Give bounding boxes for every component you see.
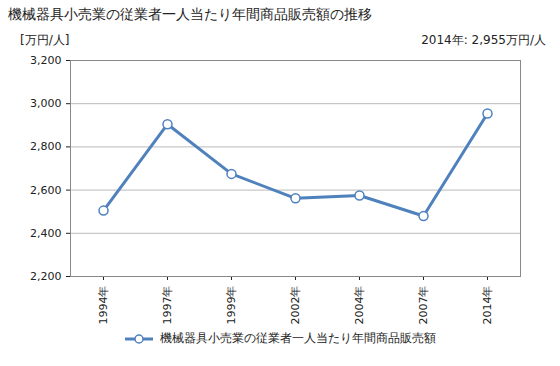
html-text:2014年: 2,955万円/人: 2014年: 2,955万円/人	[421, 33, 546, 47]
svg-text:2004年: 2004年	[353, 286, 366, 325]
svg-text:1994年: 1994年	[97, 286, 110, 325]
svg-text:3,000: 3,000	[30, 97, 62, 110]
svg-text:2,800: 2,800	[30, 140, 62, 153]
svg-text:3,200: 3,200	[30, 54, 62, 67]
svg-text:2,600: 2,600	[30, 184, 62, 197]
svg-text:2,400: 2,400	[30, 227, 62, 240]
svg-text:2007年: 2007年	[417, 286, 430, 325]
html-text:機械器具小売業の従業者一人当たり年間商品販売額の推移: 機械器具小売業の従業者一人当たり年間商品販売額の推移	[8, 6, 372, 22]
svg-text:2014年: 2014年	[481, 286, 494, 325]
svg-text:1999年: 1999年	[225, 286, 238, 325]
svg-text:1997年: 1997年	[161, 286, 174, 325]
html-text:機械器具小売業の従業者一人当たり年間商品販売額: 機械器具小売業の従業者一人当たり年間商品販売額	[160, 331, 436, 345]
svg-text:2,200: 2,200	[30, 270, 62, 283]
html-text:[万円/人]: [万円/人]	[20, 33, 70, 47]
svg-text:2002年: 2002年	[289, 286, 302, 325]
